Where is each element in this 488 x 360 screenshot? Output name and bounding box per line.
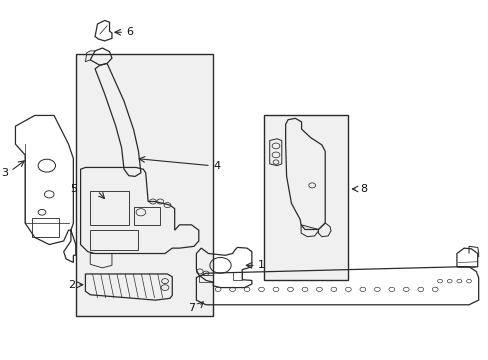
Bar xyxy=(90,230,138,250)
Text: 3: 3 xyxy=(1,168,8,178)
Text: 4: 4 xyxy=(213,161,220,171)
Bar xyxy=(232,272,242,280)
Text: 2: 2 xyxy=(67,280,75,290)
Text: 8: 8 xyxy=(360,184,367,194)
Bar xyxy=(133,207,160,225)
Text: 7: 7 xyxy=(188,303,195,314)
Bar xyxy=(264,116,347,280)
Bar xyxy=(32,218,59,237)
Text: 1: 1 xyxy=(257,260,264,270)
Bar xyxy=(76,54,213,316)
Bar xyxy=(90,191,128,225)
Text: 5: 5 xyxy=(70,184,77,194)
Text: 6: 6 xyxy=(126,27,133,37)
Bar xyxy=(199,275,213,282)
